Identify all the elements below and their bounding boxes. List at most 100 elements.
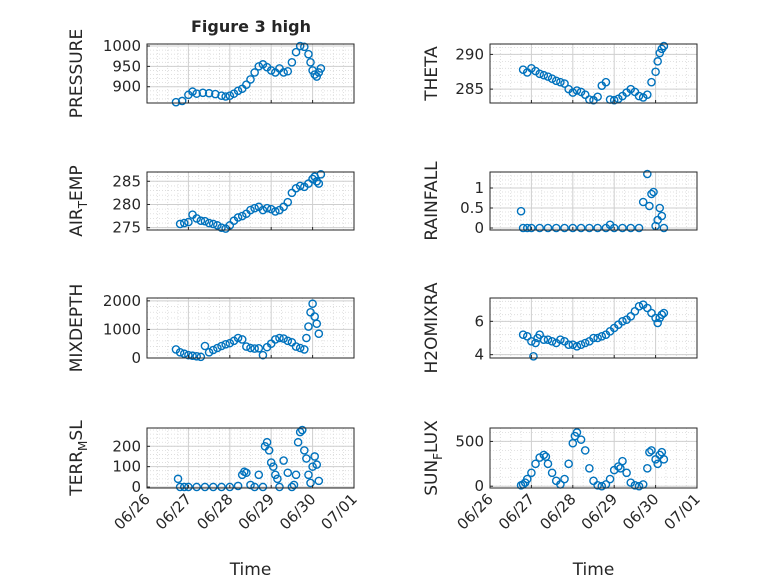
data-point	[312, 319, 322, 329]
chart-panel-rainfall: 0 0.5 1 RAINFALL	[422, 161, 698, 241]
data-point	[609, 223, 619, 233]
data-point	[618, 223, 627, 233]
data-point	[300, 345, 309, 354]
data-point	[279, 456, 288, 465]
data-point	[518, 223, 528, 233]
data-point	[589, 333, 598, 343]
y-axis-label-subscript: M	[76, 441, 90, 451]
data-point	[179, 218, 189, 228]
data-point	[572, 342, 582, 351]
data-point	[279, 334, 288, 343]
data-point	[312, 460, 322, 469]
data-point	[657, 211, 667, 221]
y-tick-label: 0.5	[460, 199, 484, 217]
data-point	[275, 333, 284, 343]
data-point	[572, 428, 582, 437]
data-point	[221, 92, 230, 101]
plot-area	[490, 44, 697, 103]
data-point	[287, 482, 297, 492]
data-point	[233, 333, 243, 343]
data-point	[622, 468, 631, 478]
y-tick-label: 285	[112, 172, 141, 190]
data-point	[609, 95, 619, 105]
data-point	[576, 223, 586, 233]
data-point	[273, 474, 282, 484]
data-point	[213, 221, 222, 230]
data-point	[217, 482, 226, 492]
data-point	[200, 216, 210, 226]
data-point	[173, 474, 183, 484]
y-tick-label: 285	[455, 80, 484, 98]
data-point	[254, 470, 264, 480]
data-point	[179, 349, 189, 359]
data-point	[310, 452, 319, 461]
data-point	[568, 88, 578, 97]
data-point	[217, 223, 226, 232]
data-point	[258, 350, 268, 360]
data-point	[237, 211, 247, 221]
data-point	[250, 203, 259, 213]
y-axis-label: TERRMSL	[67, 420, 90, 497]
data-point	[535, 223, 544, 233]
data-point	[580, 90, 590, 99]
data-point	[192, 482, 201, 492]
y-axis-label-subscript: F	[431, 453, 445, 460]
chart-panel-pressure: 900 950 1000 PRESSURE	[67, 29, 355, 118]
data-point	[225, 338, 235, 348]
data-point	[184, 350, 193, 360]
y-tick-label: 6	[474, 312, 484, 330]
y-tick-label: 900	[112, 78, 141, 96]
data-point	[208, 482, 218, 492]
data-point	[291, 470, 301, 480]
data-point	[659, 223, 669, 233]
data-point	[266, 66, 276, 75]
data-point	[196, 216, 206, 226]
data-point	[539, 335, 549, 344]
data-point	[643, 169, 652, 179]
data-point	[291, 342, 301, 351]
data-point	[618, 456, 627, 466]
data-point	[529, 352, 538, 361]
data-point	[221, 339, 230, 349]
data-point	[649, 187, 658, 197]
data-point	[556, 335, 565, 344]
data-point	[208, 219, 218, 229]
data-point	[204, 218, 214, 228]
data-point	[177, 96, 187, 106]
data-point	[568, 340, 578, 349]
data-point	[279, 68, 288, 77]
data-point	[312, 176, 322, 186]
y-axis-label: MIXDEPTH	[67, 284, 87, 373]
data-point	[308, 299, 317, 309]
data-point	[188, 87, 197, 96]
data-point	[597, 481, 607, 491]
data-point	[551, 223, 561, 233]
data-point	[213, 343, 222, 353]
data-point	[634, 302, 644, 311]
data-point	[242, 468, 251, 478]
data-point	[659, 41, 669, 51]
data-point	[208, 345, 218, 355]
y-tick-label: 0	[131, 478, 141, 496]
data-point	[605, 474, 615, 484]
x-axis-label: Time	[572, 560, 615, 580]
y-tick-label: 200	[112, 437, 141, 455]
y-tick-label: 0	[474, 477, 484, 495]
data-point	[647, 308, 656, 318]
data-point	[262, 203, 272, 213]
data-point	[258, 482, 268, 492]
data-point	[630, 307, 640, 316]
figure-title: Figure 3 high	[191, 17, 311, 36]
data-point	[192, 214, 201, 223]
data-point	[254, 343, 264, 353]
y-axis-label: AIRTEMP	[67, 165, 90, 236]
data-point	[302, 454, 311, 463]
data-point	[246, 343, 255, 353]
data-point	[200, 341, 210, 351]
data-point	[626, 312, 636, 321]
data-point	[585, 223, 594, 233]
data-point	[304, 49, 313, 59]
data-point	[653, 318, 662, 328]
data-point	[192, 351, 201, 361]
